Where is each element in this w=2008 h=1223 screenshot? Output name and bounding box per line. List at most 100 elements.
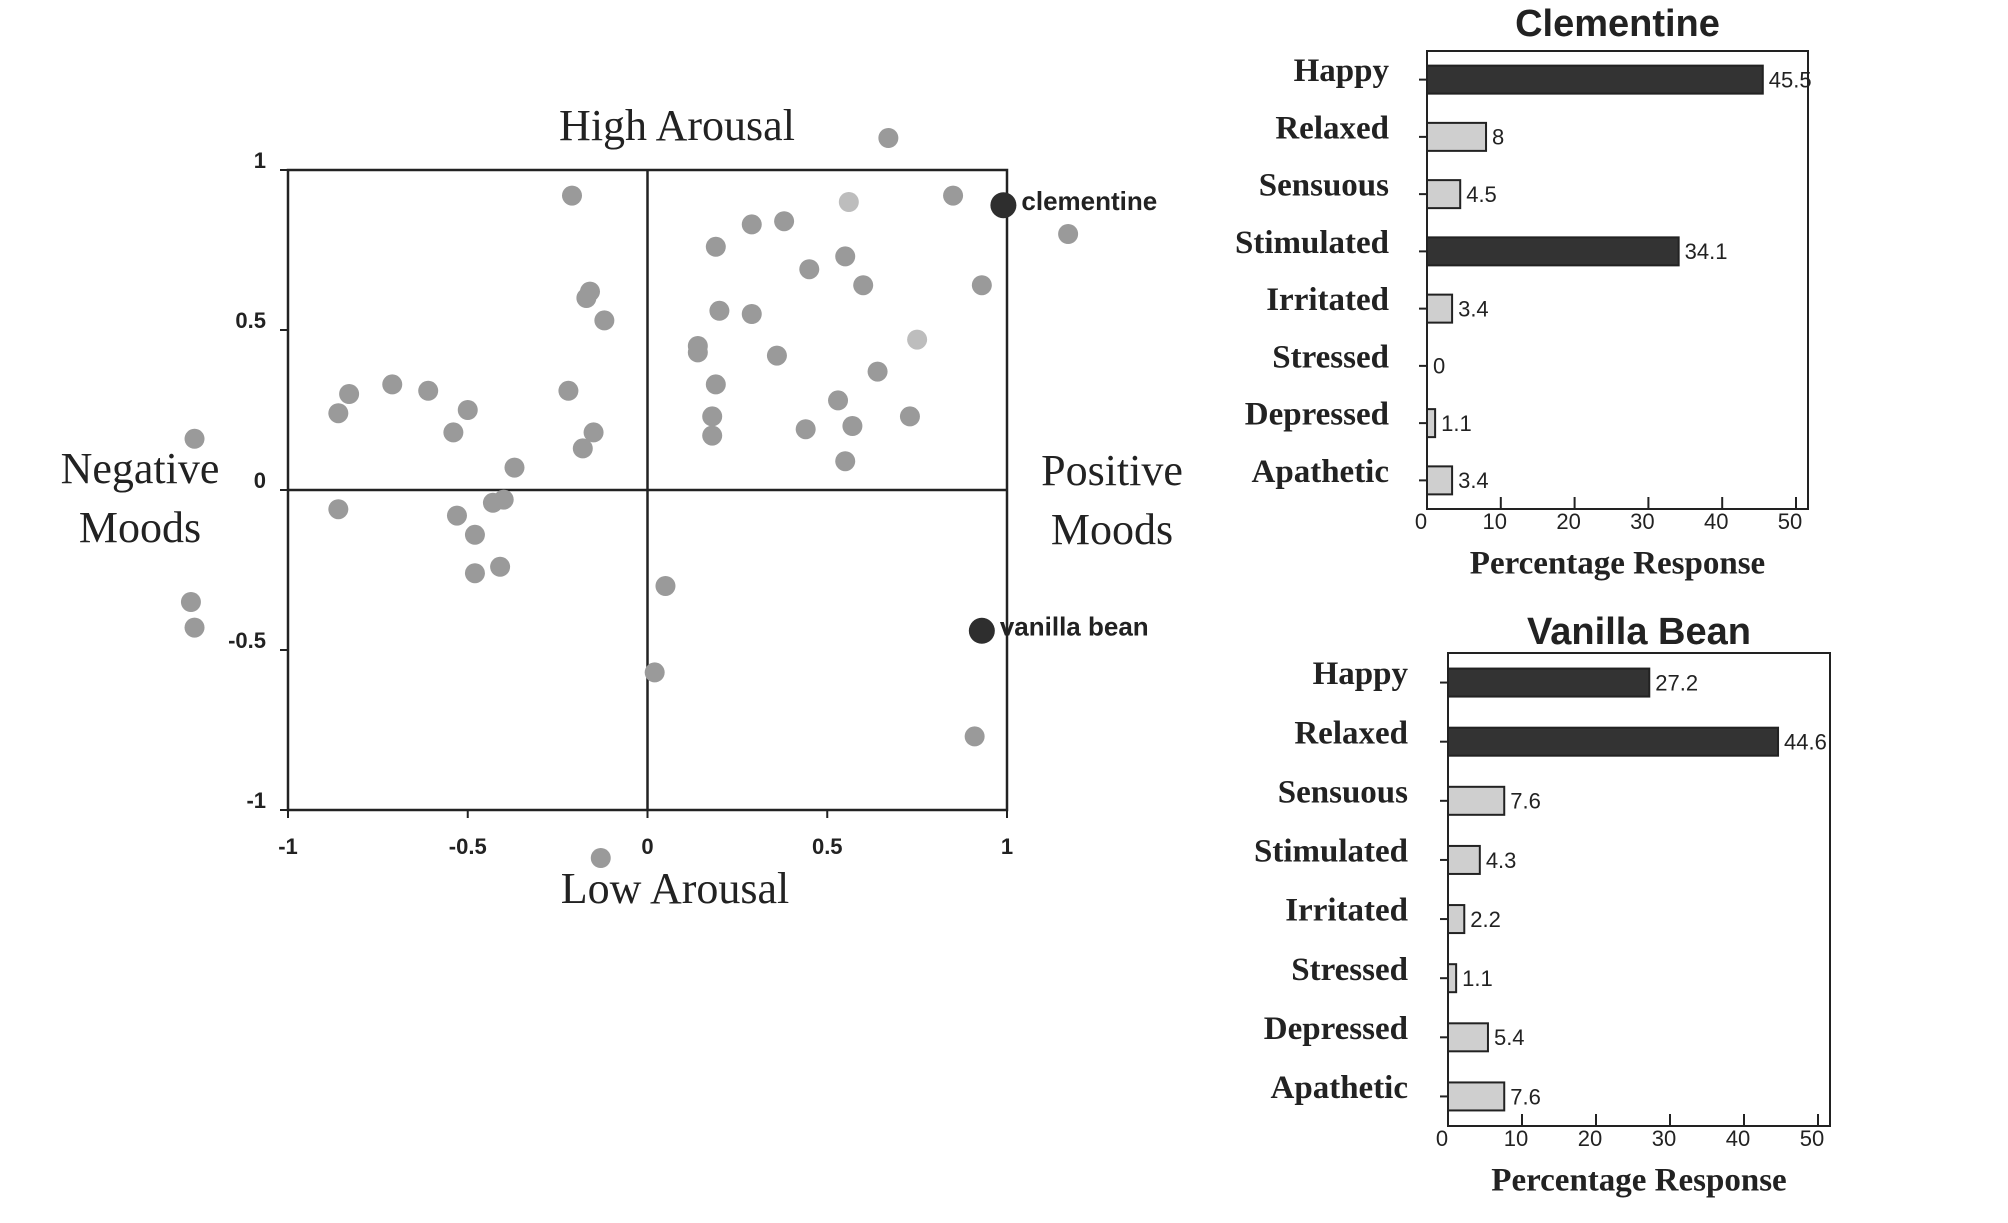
category-label: Relaxed: [1275, 110, 1389, 146]
category-label: Sensuous: [1278, 774, 1408, 810]
point: [943, 185, 964, 206]
point: [464, 563, 485, 584]
bar: [1447, 785, 1506, 816]
point: [907, 329, 928, 350]
value-label: 2.2: [1470, 907, 1501, 932]
left-label: Negative: [61, 444, 220, 493]
bar: [1447, 1022, 1489, 1053]
category-label: Depressed: [1245, 397, 1389, 433]
point: [968, 617, 995, 644]
point: [705, 374, 726, 395]
point: [590, 848, 611, 868]
point-label: clementine: [1021, 186, 1157, 216]
bar: [1426, 408, 1437, 439]
x-tick-label: -1: [278, 834, 298, 859]
bar: [1426, 465, 1454, 496]
point: [878, 128, 899, 148]
point: [504, 457, 525, 478]
bar: [1447, 1081, 1506, 1112]
point: [853, 275, 874, 296]
point: [702, 406, 723, 427]
point: [418, 380, 439, 401]
category-label: Stimulated: [1254, 834, 1408, 870]
point: [464, 524, 485, 545]
value-label: 5.4: [1494, 1025, 1525, 1050]
x-tick-label: 40: [1704, 509, 1728, 534]
point: [741, 214, 762, 235]
y-tick-label: 1: [254, 148, 266, 173]
point: [709, 300, 730, 321]
chart-title: Clementine: [1515, 3, 1720, 45]
bar: [1426, 64, 1764, 95]
point: [867, 361, 888, 382]
bar: [1426, 121, 1488, 152]
point: [705, 236, 726, 257]
point: [964, 726, 985, 747]
point: [835, 451, 856, 472]
chart-title: Vanilla Bean: [1527, 611, 1751, 653]
point: [644, 662, 665, 683]
value-label: 7.6: [1510, 789, 1541, 814]
point-label: vanilla bean: [1000, 612, 1149, 642]
right-label: Positive: [1041, 446, 1183, 495]
x-axis-label: Percentage Response: [1491, 1163, 1786, 1199]
category-label: Stressed: [1291, 952, 1408, 988]
category-label: Stimulated: [1235, 225, 1389, 261]
category-label: Apathetic: [1252, 454, 1389, 490]
category-label: Apathetic: [1271, 1070, 1408, 1106]
x-tick-label: 30: [1630, 509, 1654, 534]
value-label: 45.5: [1769, 67, 1812, 92]
point: [490, 556, 511, 577]
point: [180, 592, 201, 612]
category-label: Happy: [1313, 656, 1409, 692]
plot-frame: [1447, 652, 1831, 1127]
x-tick-label: 0: [1415, 509, 1427, 534]
value-label: 44.6: [1784, 730, 1827, 755]
category-label: Sensuous: [1259, 168, 1389, 204]
point: [482, 492, 503, 513]
bar: [1447, 963, 1458, 994]
bar: [1426, 179, 1462, 210]
x-tick-label: 0: [1436, 1126, 1448, 1151]
point: [766, 345, 787, 366]
point: [382, 374, 403, 395]
point: [702, 425, 723, 446]
bar: [1447, 844, 1481, 875]
category-label: Relaxed: [1294, 715, 1408, 751]
bar: [1426, 236, 1680, 267]
point: [795, 419, 816, 440]
bar: [1447, 667, 1651, 698]
value-label: 27.2: [1655, 670, 1698, 695]
x-tick-label: -0.5: [449, 834, 487, 859]
point: [838, 192, 859, 212]
point: [558, 380, 579, 401]
x-tick-label: 40: [1726, 1126, 1750, 1151]
point: [687, 342, 708, 363]
point: [842, 416, 863, 436]
x-tick-label: 10: [1483, 509, 1507, 534]
point: [799, 259, 820, 280]
point: [835, 246, 856, 267]
value-label: 1.1: [1441, 411, 1472, 436]
bar: [1447, 726, 1780, 757]
value-label: 3.4: [1458, 468, 1489, 493]
bar: [1447, 904, 1466, 935]
left-label: Moods: [79, 503, 201, 552]
point: [655, 576, 676, 596]
y-tick-label: 0.5: [235, 308, 266, 333]
value-label: 0: [1433, 354, 1445, 379]
point: [457, 400, 478, 420]
point: [576, 288, 597, 308]
point: [899, 406, 920, 427]
top-label: High Arousal: [559, 101, 795, 150]
point: [990, 192, 1017, 219]
y-tick-label: 0: [254, 468, 266, 493]
point: [446, 505, 467, 526]
point: [828, 390, 849, 411]
point: [339, 384, 360, 404]
point: [594, 310, 615, 331]
point: [1058, 224, 1079, 244]
point: [774, 211, 795, 232]
value-label: 1.1: [1462, 966, 1493, 991]
